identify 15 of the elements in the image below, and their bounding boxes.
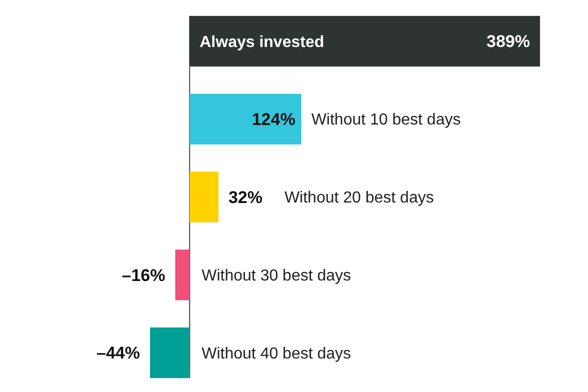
bar	[175, 250, 190, 300]
y-tick-label: Without 30 best days	[202, 267, 352, 284]
data-label: 389%	[486, 32, 530, 52]
data-label: 32%	[228, 188, 262, 207]
data-label: 124%	[252, 110, 296, 130]
bar	[190, 94, 302, 144]
y-tick-label: Always invested	[200, 34, 324, 51]
bar	[190, 16, 540, 67]
y-tick-label: Without 20 best days	[284, 190, 434, 207]
bar	[150, 327, 190, 378]
data-label: –44%	[96, 344, 140, 363]
y-tick-label: Without 10 best days	[311, 112, 461, 129]
y-tick-label: Without 40 best days	[202, 345, 352, 362]
bar	[190, 172, 218, 222]
data-label: –16%	[122, 266, 166, 285]
